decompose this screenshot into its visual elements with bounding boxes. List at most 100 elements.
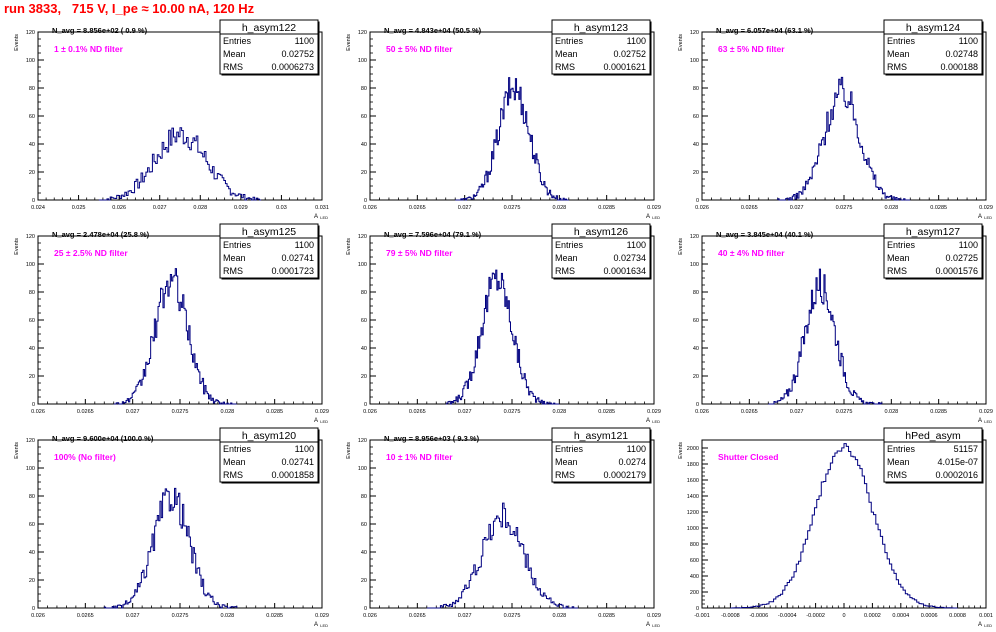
y-tick-label: 40 xyxy=(29,142,35,148)
x-axis-label: A xyxy=(314,214,318,220)
stats-box xyxy=(219,223,319,279)
stat-label: Mean xyxy=(555,49,578,59)
y-axis-label: Events xyxy=(14,442,20,459)
x-tick-label: 0.0265 xyxy=(409,205,426,211)
y-tick-label: 20 xyxy=(361,170,367,176)
x-axis-label-subscript: LED xyxy=(320,419,328,424)
stat-label: Entries xyxy=(887,240,916,250)
x-axis-label: A xyxy=(646,622,650,628)
x-tick-label: 0.0275 xyxy=(504,409,521,415)
histogram-svg: 0.026 0.0265 0.027 0.0275 0.028 0.0285 0.029 0 2… xyxy=(346,223,661,424)
y-tick-label: 120 xyxy=(358,30,367,36)
stat-label: RMS xyxy=(887,62,907,72)
y-tick-label: 40 xyxy=(29,346,35,352)
y-tick-label: 0 xyxy=(364,402,367,408)
x-tick-label: 0.026 xyxy=(363,205,377,211)
y-tick-label: 60 xyxy=(29,522,35,528)
y-tick-label: 120 xyxy=(26,438,35,444)
stats-box xyxy=(883,427,983,483)
stat-value: 1100 xyxy=(295,36,314,46)
histogram-panel-h_asym125: 0.026 0.0265 0.027 0.0275 0.028 0.0285 0.029 0 2… xyxy=(0,223,332,428)
y-axis-label: Events xyxy=(678,34,684,51)
x-tick-label: 0.0265 xyxy=(741,409,758,415)
y-axis-label: Events xyxy=(678,238,684,255)
stat-value: 0.02734 xyxy=(613,253,646,263)
x-axis-label: A xyxy=(646,214,650,220)
stat-value: 0.0274 xyxy=(618,457,646,467)
x-axis-label-subscript: LED xyxy=(984,419,992,424)
x-tick-label: 0.026 xyxy=(695,409,709,415)
filter-label: 100% (No filter) xyxy=(54,452,116,462)
stat-label: Entries xyxy=(223,444,252,454)
y-tick-label: 60 xyxy=(361,114,367,120)
x-tick-label: 0.028 xyxy=(884,205,898,211)
y-tick-label: 120 xyxy=(690,30,699,36)
x-tick-label: 0.0275 xyxy=(836,205,853,211)
y-tick-label: 80 xyxy=(693,86,699,92)
x-tick-label: 0.028 xyxy=(552,205,566,211)
x-tick-label: 0.0285 xyxy=(598,409,615,415)
x-tick-label: 0.028 xyxy=(193,205,207,211)
y-tick-label: 0 xyxy=(696,606,699,612)
histogram-panel-h_asym124: 0.026 0.0265 0.027 0.0275 0.028 0.0285 0.029 0 2… xyxy=(664,19,996,224)
histogram-panel-h_asym126: 0.026 0.0265 0.027 0.0275 0.028 0.0285 0.029 0 2… xyxy=(332,223,664,428)
stat-value: 1100 xyxy=(959,240,978,250)
y-tick-label: 60 xyxy=(361,522,367,528)
x-tick-label: -0.001 xyxy=(694,613,710,619)
y-tick-label: 40 xyxy=(693,346,699,352)
stat-label: Entries xyxy=(887,36,916,46)
stat-value: 0.02725 xyxy=(945,253,978,263)
filter-label: 1 ± 0.1% ND filter xyxy=(54,44,124,54)
stats-box xyxy=(551,223,651,279)
stats-box xyxy=(883,19,983,75)
stat-label: Entries xyxy=(223,240,252,250)
stat-value: 1100 xyxy=(627,36,646,46)
y-tick-label: 60 xyxy=(693,318,699,324)
x-tick-label: 0.028 xyxy=(884,409,898,415)
stat-value: 4.015e-07 xyxy=(937,457,978,467)
x-tick-label: 0.0285 xyxy=(266,613,283,619)
stat-label: Entries xyxy=(555,240,584,250)
y-tick-label: 1800 xyxy=(687,462,699,468)
y-tick-label: 800 xyxy=(690,542,699,548)
y-tick-label: 120 xyxy=(26,234,35,240)
stat-value: 0.0002016 xyxy=(935,470,978,480)
histogram-series xyxy=(426,502,579,609)
y-tick-label: 20 xyxy=(693,170,699,176)
x-tick-label: 0.0265 xyxy=(409,613,426,619)
x-axis-label-subscript: LED xyxy=(984,215,992,220)
histogram-panel-hPed_asym: -0.001 -0.0008 -0.0006 -0.0004 -0.0002 0 0.000… xyxy=(664,427,996,632)
y-tick-label: 400 xyxy=(690,574,699,580)
x-axis-label-subscript: LED xyxy=(984,623,992,628)
y-axis-label: Events xyxy=(346,238,352,255)
histogram-svg: 0.026 0.0265 0.027 0.0275 0.028 0.0285 0.029 0 2… xyxy=(678,19,993,220)
x-tick-label: -0.0006 xyxy=(749,613,768,619)
x-tick-label: 0 xyxy=(842,613,845,619)
x-tick-label: 0.026 xyxy=(695,205,709,211)
navg-label: N_avg = 3.845e+04 (40.1 %) xyxy=(716,230,814,239)
stat-value: 0.02741 xyxy=(281,457,314,467)
y-tick-label: 60 xyxy=(693,114,699,120)
stat-label: Mean xyxy=(223,457,246,467)
stat-value: 0.0001723 xyxy=(271,266,314,276)
histogram-name: h_asym121 xyxy=(574,430,628,442)
x-tick-label: 0.029 xyxy=(979,205,993,211)
x-tick-label: 0.031 xyxy=(315,205,329,211)
stat-label: Mean xyxy=(555,253,578,263)
histogram-series xyxy=(98,127,262,201)
y-axis-label: Events xyxy=(14,34,20,51)
histogram-name: h_asym126 xyxy=(574,226,628,238)
x-tick-label: 0.0285 xyxy=(930,205,947,211)
y-tick-label: 120 xyxy=(358,234,367,240)
y-tick-label: 80 xyxy=(29,86,35,92)
y-tick-label: 20 xyxy=(361,578,367,584)
x-axis-label-subscript: LED xyxy=(320,215,328,220)
histogram-panel-h_asym127: 0.026 0.0265 0.027 0.0275 0.028 0.0285 0.029 0 2… xyxy=(664,223,996,428)
filter-label: 50 ± 5% ND filter xyxy=(386,44,453,54)
x-tick-label: 0.026 xyxy=(363,409,377,415)
y-tick-label: 80 xyxy=(361,86,367,92)
x-tick-label: 0.028 xyxy=(552,613,566,619)
histogram-panel-h_asym121: 0.026 0.0265 0.027 0.0275 0.028 0.0285 0.029 0 2… xyxy=(332,427,664,632)
y-tick-label: 40 xyxy=(361,550,367,556)
stat-value: 0.0001576 xyxy=(935,266,978,276)
